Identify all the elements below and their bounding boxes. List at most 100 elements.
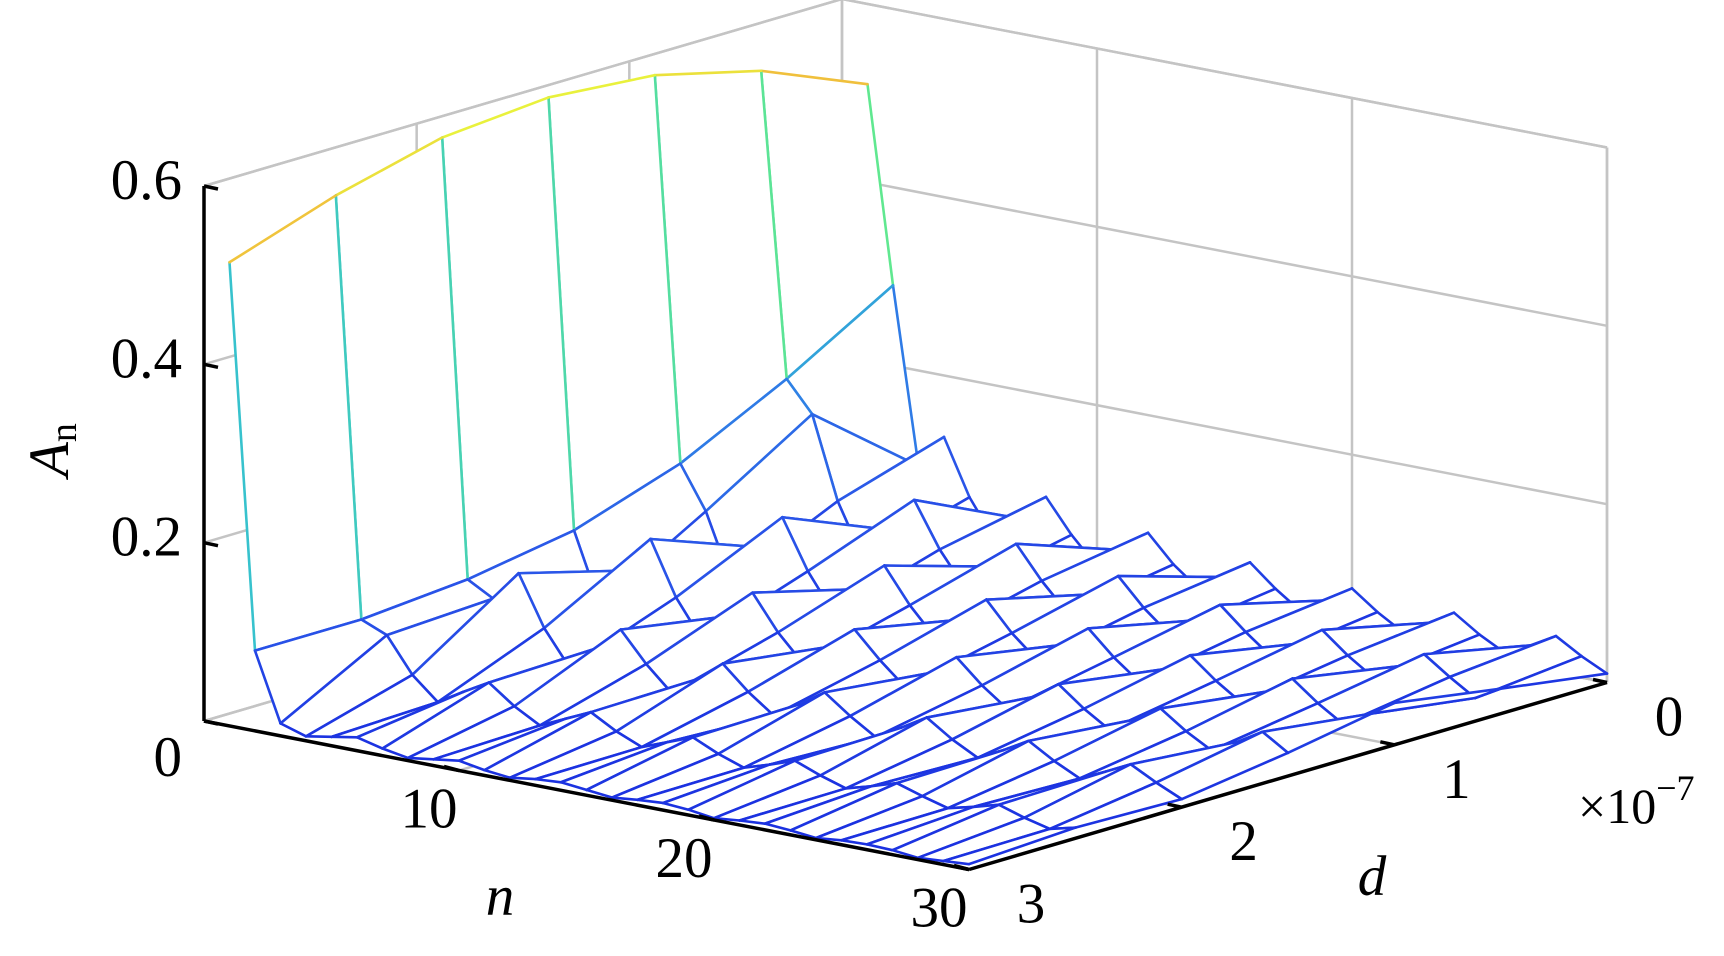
axes: 0 0.2 0.4 0.6 10 20 30 0 1 2 3 — [111, 149, 1684, 940]
mesh-edge — [895, 748, 1005, 785]
mesh-face — [909, 543, 1042, 638]
mesh-edge — [721, 662, 750, 694]
mesh-face — [977, 708, 1110, 758]
mesh-edge — [806, 498, 916, 573]
mesh-face — [922, 740, 1055, 809]
mesh-face — [1041, 532, 1174, 613]
mesh-edge — [1184, 677, 1294, 733]
mesh-edge — [1087, 619, 1196, 630]
y-tick-label: 2 — [1229, 810, 1258, 873]
mesh-edge — [1452, 611, 1481, 636]
z-tick-label: 0.6 — [111, 149, 182, 212]
mesh-edge — [1320, 628, 1349, 657]
mesh-edge — [781, 515, 810, 573]
y-tick — [954, 864, 970, 872]
mesh-face — [956, 628, 1089, 686]
mesh-edge — [589, 677, 699, 714]
mesh-edge — [819, 774, 848, 790]
mesh-edge — [704, 412, 814, 513]
mesh-edge — [1367, 696, 1477, 716]
mesh-face — [739, 786, 872, 824]
mesh-edge — [1048, 781, 1158, 831]
mesh-edge — [1082, 653, 1192, 711]
mesh-edge — [487, 647, 597, 684]
mesh-edge — [483, 710, 593, 772]
mesh-face — [790, 783, 923, 839]
mesh-face — [1054, 708, 1186, 779]
mesh-edge — [691, 736, 720, 756]
mesh-edge — [1180, 751, 1290, 801]
mesh-face — [884, 543, 1017, 606]
mesh-edge — [925, 716, 954, 741]
mesh-edge — [610, 796, 639, 802]
mesh-face — [1024, 764, 1157, 829]
mesh-edge — [636, 766, 746, 802]
mesh-edge — [865, 843, 894, 852]
mesh-edge — [1554, 634, 1583, 658]
mesh-edge — [912, 498, 941, 551]
mesh-face — [1143, 562, 1276, 635]
mesh-face — [412, 573, 545, 703]
mesh-edge — [1044, 495, 1073, 537]
mesh-edge — [1154, 781, 1183, 801]
mesh-face — [1160, 678, 1293, 732]
mesh-face — [761, 70, 893, 379]
x-tick — [698, 814, 715, 822]
mesh-edge — [679, 377, 788, 465]
mesh-edge — [1189, 642, 1298, 657]
mesh-face — [586, 737, 719, 798]
z-label-subscript: n — [43, 423, 85, 442]
mesh-face — [807, 499, 940, 613]
mesh-edge — [585, 788, 614, 799]
mesh-edge — [406, 756, 435, 761]
mesh-edge — [508, 730, 618, 780]
mesh-face — [514, 629, 647, 726]
mesh-edge — [547, 73, 657, 99]
mesh-edge — [912, 498, 1022, 521]
mesh-edge — [712, 816, 741, 822]
mesh-edge — [1422, 644, 1532, 656]
mesh-face — [433, 718, 566, 761]
mesh-edge — [432, 724, 542, 761]
mesh-edge — [1023, 816, 1052, 831]
mesh-face — [926, 684, 1059, 740]
mesh-edge — [1078, 729, 1188, 780]
mesh-edge — [840, 806, 950, 842]
mesh-face — [676, 517, 808, 639]
mesh-edge — [789, 829, 818, 840]
mesh-edge — [466, 578, 495, 600]
mesh-edge — [360, 578, 469, 621]
mesh-edge — [793, 759, 822, 777]
mesh-edge — [1129, 740, 1239, 766]
mesh-edge — [853, 618, 963, 631]
mesh-face — [824, 657, 957, 717]
mesh-face — [748, 629, 880, 716]
mesh-edge — [950, 682, 1060, 741]
mesh-edge — [895, 781, 924, 798]
mesh-face — [357, 682, 489, 749]
mesh-face — [484, 712, 617, 778]
mesh-face — [1156, 731, 1288, 800]
mesh-edge — [916, 856, 945, 863]
mesh-edge — [972, 803, 1001, 809]
mesh-edge — [253, 649, 282, 725]
mesh-edge — [330, 700, 440, 739]
x-tick — [443, 764, 460, 773]
mesh-face — [1118, 562, 1250, 608]
mesh-edge — [334, 136, 444, 197]
mesh-face — [982, 628, 1114, 710]
mesh-edge — [1116, 574, 1226, 579]
mesh-edge — [785, 284, 895, 381]
mesh-edge — [1189, 653, 1218, 683]
mesh-face — [845, 739, 978, 789]
mesh-edge — [1087, 627, 1116, 659]
mesh-edge — [997, 803, 1026, 820]
mesh-face — [1347, 612, 1480, 678]
mesh-edge — [1142, 561, 1252, 610]
mesh-face — [1368, 688, 1501, 715]
mesh-edge — [411, 571, 520, 677]
mesh-face — [1186, 678, 1318, 751]
mesh-edge — [385, 633, 414, 677]
mesh-edge — [687, 808, 716, 820]
mesh-edge — [1027, 739, 1056, 763]
